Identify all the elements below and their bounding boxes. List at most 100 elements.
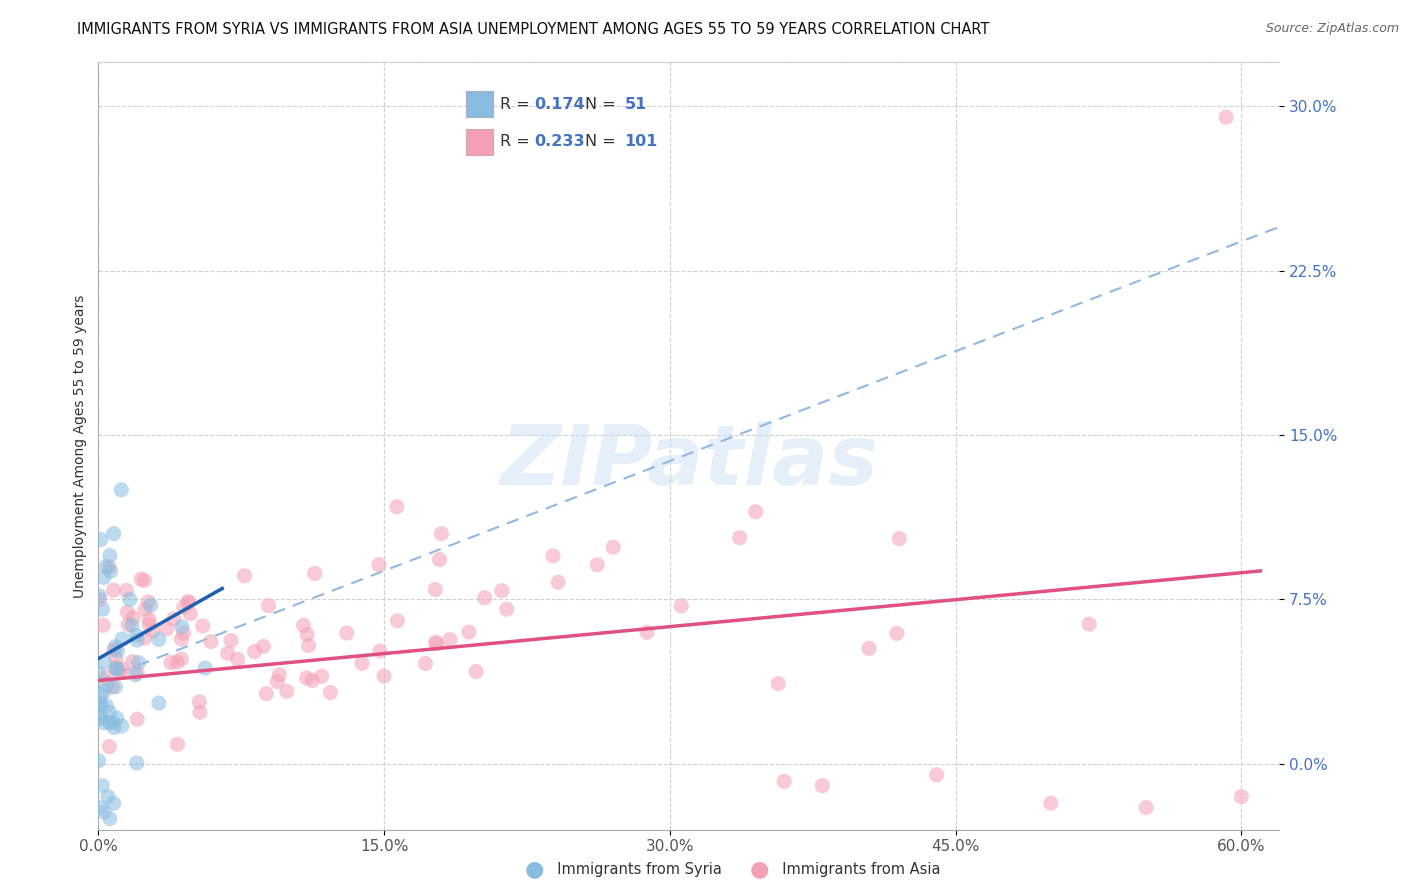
- Point: [90, 698, 112, 713]
- Point: [217, 646, 239, 660]
- Point: [128, 656, 150, 670]
- Point: [373, 669, 395, 683]
- Text: ZIPatlas: ZIPatlas: [501, 421, 877, 502]
- Point: [301, 673, 323, 688]
- Point: [127, 712, 149, 726]
- Point: [115, 583, 138, 598]
- Point: [173, 626, 195, 640]
- Point: [429, 552, 451, 566]
- Point: [744, 505, 766, 519]
- Point: [142, 624, 165, 638]
- Point: [98, 715, 121, 730]
- Point: [101, 680, 124, 694]
- Point: [105, 711, 128, 725]
- Point: [766, 676, 789, 690]
- Point: [385, 500, 408, 514]
- Point: [292, 618, 315, 632]
- Point: [87, 666, 110, 681]
- Point: [602, 540, 624, 554]
- Point: [295, 671, 318, 685]
- Point: [125, 628, 148, 642]
- Point: [98, 705, 121, 719]
- Point: [194, 661, 217, 675]
- Text: Immigrants from Asia: Immigrants from Asia: [773, 863, 941, 877]
- Point: [252, 640, 274, 654]
- Point: [107, 644, 129, 658]
- Point: [98, 549, 121, 563]
- Point: [858, 641, 880, 656]
- Point: [173, 599, 195, 614]
- Point: [1230, 789, 1253, 804]
- Text: IMMIGRANTS FROM SYRIA VS IMMIGRANTS FROM ASIA UNEMPLOYMENT AMONG AGES 55 TO 59 Y: IMMIGRANTS FROM SYRIA VS IMMIGRANTS FROM…: [77, 22, 990, 37]
- Point: [439, 632, 461, 647]
- Point: [96, 678, 118, 692]
- Point: [118, 592, 141, 607]
- Point: [415, 657, 437, 671]
- Point: [179, 607, 201, 621]
- Point: [89, 710, 111, 724]
- Point: [91, 779, 114, 793]
- Point: [127, 665, 149, 680]
- Point: [773, 774, 796, 789]
- Point: [728, 531, 751, 545]
- Point: [122, 610, 145, 624]
- Text: Immigrants from Syria: Immigrants from Syria: [548, 863, 723, 877]
- Point: [89, 697, 111, 711]
- Point: [811, 779, 834, 793]
- Point: [336, 626, 359, 640]
- Point: [103, 642, 125, 657]
- Point: [156, 622, 179, 636]
- Point: [1078, 617, 1101, 632]
- Point: [1039, 797, 1062, 811]
- Point: [233, 569, 256, 583]
- Point: [148, 696, 170, 710]
- Point: [121, 618, 143, 632]
- Point: [90, 688, 112, 702]
- Point: [257, 599, 280, 613]
- Point: [100, 564, 122, 578]
- Point: [170, 620, 193, 634]
- Point: [669, 599, 692, 613]
- Point: [148, 632, 170, 647]
- Point: [200, 634, 222, 648]
- Point: [91, 618, 114, 632]
- Point: [104, 640, 127, 654]
- Point: [586, 558, 609, 572]
- Point: [134, 574, 156, 588]
- Point: [91, 602, 114, 616]
- Point: [105, 651, 128, 665]
- Point: [111, 662, 134, 676]
- Y-axis label: Unemployment Among Ages 55 to 59 years: Unemployment Among Ages 55 to 59 years: [73, 294, 87, 598]
- Point: [96, 670, 118, 684]
- Point: [103, 526, 125, 541]
- Point: [886, 626, 908, 640]
- Point: [97, 789, 120, 804]
- Point: [387, 614, 409, 628]
- Point: [170, 632, 193, 647]
- Point: [110, 483, 132, 497]
- Point: [125, 756, 148, 770]
- Point: [91, 711, 114, 725]
- Point: [547, 575, 569, 590]
- Point: [177, 594, 200, 608]
- Point: [430, 526, 453, 541]
- Point: [474, 591, 496, 605]
- Point: [457, 625, 479, 640]
- Text: ●: ●: [749, 860, 769, 880]
- Point: [93, 655, 115, 669]
- Point: [368, 644, 391, 658]
- Point: [495, 602, 517, 616]
- Point: [98, 739, 121, 754]
- Point: [636, 625, 658, 640]
- Point: [139, 599, 162, 613]
- Point: [166, 737, 188, 751]
- Point: [103, 721, 125, 735]
- Point: [276, 684, 298, 698]
- Point: [350, 657, 373, 671]
- Point: [304, 566, 326, 581]
- Point: [491, 583, 513, 598]
- Point: [105, 662, 128, 676]
- Point: [243, 644, 266, 658]
- Text: Source: ZipAtlas.com: Source: ZipAtlas.com: [1265, 22, 1399, 36]
- Point: [188, 695, 211, 709]
